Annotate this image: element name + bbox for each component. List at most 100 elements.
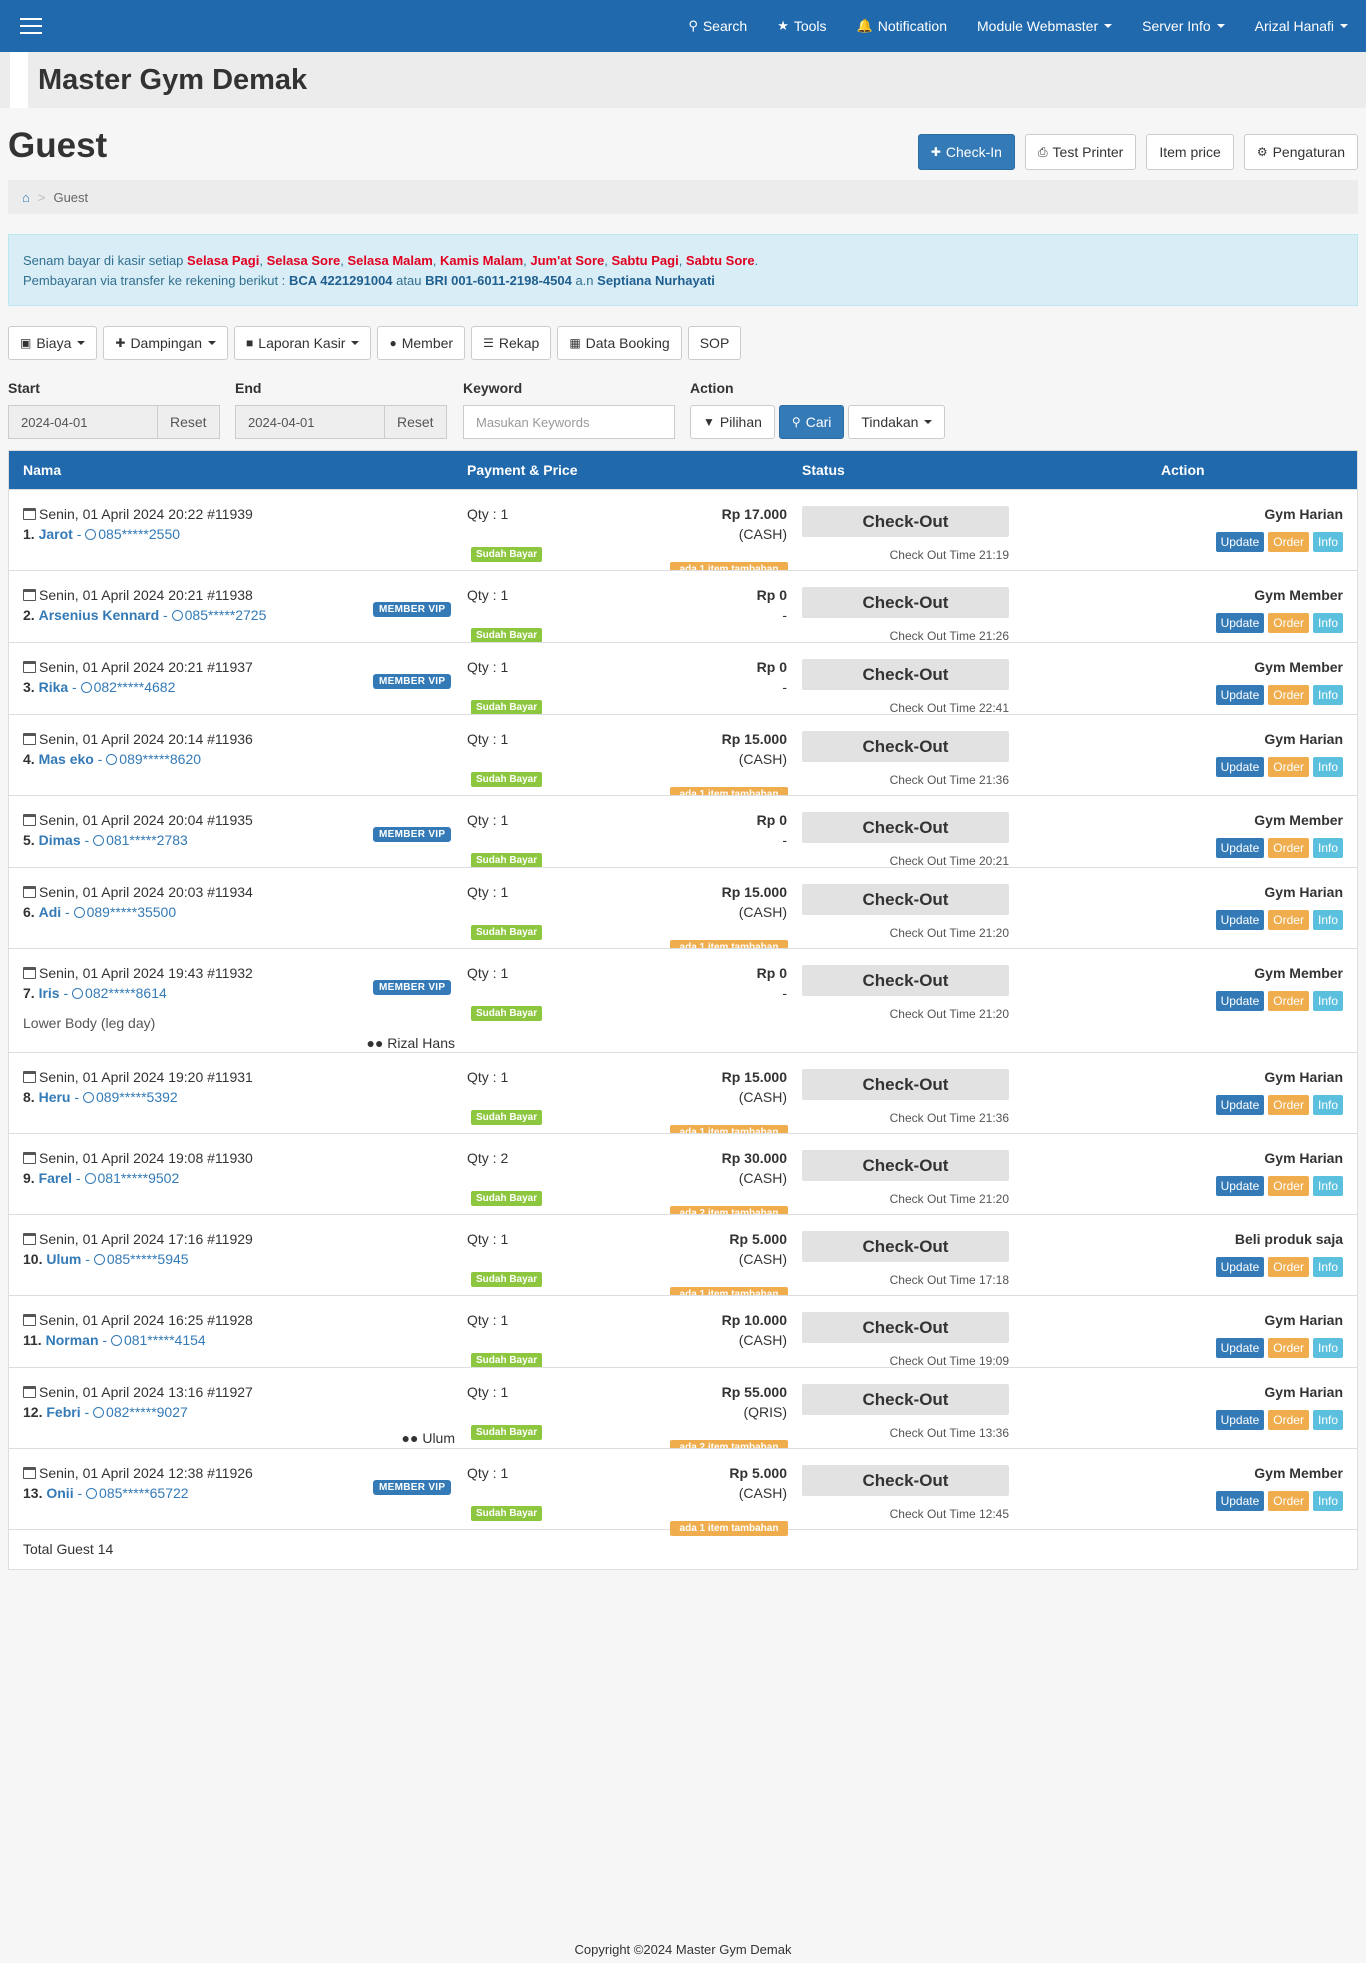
order-button[interactable]: Order	[1268, 1338, 1309, 1358]
item-price-button[interactable]: Item price	[1146, 134, 1234, 170]
order-button[interactable]: Order	[1268, 1410, 1309, 1430]
order-button[interactable]: Order	[1268, 532, 1309, 552]
nav-item-module-webmaster[interactable]: Module Webmaster	[977, 18, 1113, 34]
guest-phone-link[interactable]: 081*****4154	[123, 1332, 206, 1348]
checkout-status[interactable]: Check-Out	[802, 1465, 1009, 1496]
checkout-status[interactable]: Check-Out	[802, 1312, 1009, 1343]
keyword-input[interactable]: Masukan Keywords	[463, 405, 675, 439]
checkout-status[interactable]: Check-Out	[802, 812, 1009, 843]
toolbar-member-button[interactable]: ● Member	[377, 326, 466, 360]
cari-button[interactable]: ⚲ Cari	[778, 405, 845, 439]
end-date-input[interactable]: 2024-04-01	[235, 405, 385, 439]
checkout-status[interactable]: Check-Out	[802, 587, 1009, 618]
checkout-status[interactable]: Check-Out	[802, 965, 1009, 996]
info-button[interactable]: Info	[1312, 1176, 1343, 1196]
checkout-status[interactable]: Check-Out	[802, 659, 1009, 690]
checkout-status[interactable]: Check-Out	[802, 884, 1009, 915]
toolbar-biaya-button[interactable]: ▣ Biaya	[8, 326, 98, 360]
guest-name-link[interactable]: Arsenius Kennard	[38, 607, 160, 623]
checkout-status[interactable]: Check-Out	[802, 731, 1009, 762]
guest-phone-link[interactable]: 085*****2725	[184, 607, 267, 623]
info-button[interactable]: Info	[1312, 685, 1343, 705]
guest-name-link[interactable]: Farel	[38, 1170, 73, 1186]
guest-name-link[interactable]: Onii	[46, 1485, 74, 1501]
start-date-input[interactable]: 2024-04-01	[8, 405, 158, 439]
guest-name-link[interactable]: Ulum	[46, 1251, 82, 1267]
guest-name-link[interactable]: Norman	[45, 1332, 99, 1348]
test-printer-button[interactable]: ⎙ Test Printer	[1024, 134, 1137, 170]
menu-toggle-icon[interactable]	[20, 18, 42, 34]
guest-phone-link[interactable]: 082*****8614	[85, 985, 167, 1001]
info-button[interactable]: Info	[1312, 1410, 1343, 1430]
toolbar-data-booking-button[interactable]: ▦ Data Booking	[557, 326, 682, 360]
checkout-status[interactable]: Check-Out	[802, 1384, 1009, 1415]
guest-name-link[interactable]: Adi	[38, 904, 62, 920]
info-button[interactable]: Info	[1312, 532, 1343, 552]
update-button[interactable]: Update	[1215, 757, 1265, 777]
info-button[interactable]: Info	[1312, 613, 1343, 633]
toolbar-dampingan-button[interactable]: ✚ Dampingan	[103, 326, 229, 360]
home-icon[interactable]: ⌂	[22, 189, 30, 205]
order-button[interactable]: Order	[1268, 685, 1309, 705]
guest-phone-link[interactable]: 081*****9502	[97, 1170, 180, 1186]
info-button[interactable]: Info	[1312, 757, 1343, 777]
nav-item-server-info[interactable]: Server Info	[1142, 18, 1225, 34]
guest-phone-link[interactable]: 085*****65722	[99, 1485, 189, 1501]
guest-name-link[interactable]: Dimas	[38, 832, 81, 848]
info-button[interactable]: Info	[1312, 1257, 1343, 1277]
guest-name-link[interactable]: Febri	[46, 1404, 81, 1420]
update-button[interactable]: Update	[1215, 685, 1265, 705]
nav-item-arizal-hanafi[interactable]: Arizal Hanafi	[1255, 18, 1348, 34]
update-button[interactable]: Update	[1215, 532, 1265, 552]
toolbar-laporan-kasir-button[interactable]: ■ Laporan Kasir	[234, 326, 372, 360]
toolbar-sop-button[interactable]: SOP	[687, 326, 742, 360]
order-button[interactable]: Order	[1268, 1095, 1309, 1115]
info-button[interactable]: Info	[1312, 838, 1343, 858]
update-button[interactable]: Update	[1215, 613, 1265, 633]
order-button[interactable]: Order	[1268, 757, 1309, 777]
order-button[interactable]: Order	[1268, 1257, 1309, 1277]
guest-phone-link[interactable]: 082*****4682	[93, 679, 176, 695]
checkin-button[interactable]: ✚ Check-In	[917, 134, 1015, 170]
info-button[interactable]: Info	[1312, 1491, 1343, 1511]
info-button[interactable]: Info	[1312, 991, 1343, 1011]
checkout-status[interactable]: Check-Out	[802, 1150, 1009, 1181]
nav-item-notification[interactable]: 🔔 Notification	[857, 18, 947, 34]
update-button[interactable]: Update	[1215, 838, 1265, 858]
guest-name-link[interactable]: Mas eko	[38, 751, 94, 767]
info-button[interactable]: Info	[1312, 1095, 1343, 1115]
guest-phone-link[interactable]: 081*****2783	[106, 832, 188, 848]
checkout-status[interactable]: Check-Out	[802, 1069, 1009, 1100]
order-button[interactable]: Order	[1268, 910, 1309, 930]
guest-phone-link[interactable]: 089*****8620	[119, 751, 202, 767]
nav-item-search[interactable]: ⚲ Search	[688, 18, 747, 34]
tindakan-dropdown[interactable]: Tindakan	[848, 405, 946, 439]
guest-name-link[interactable]: Rika	[38, 679, 69, 695]
order-button[interactable]: Order	[1268, 1176, 1309, 1196]
guest-phone-link[interactable]: 089*****5392	[95, 1089, 178, 1105]
update-button[interactable]: Update	[1215, 1338, 1265, 1358]
guest-phone-link[interactable]: 085*****2550	[98, 526, 181, 542]
start-reset-button[interactable]: Reset	[158, 405, 220, 439]
info-button[interactable]: Info	[1312, 1338, 1343, 1358]
pilihan-button[interactable]: ▼ Pilihan	[690, 405, 775, 439]
update-button[interactable]: Update	[1215, 1095, 1265, 1115]
guest-phone-link[interactable]: 089*****35500	[86, 904, 177, 920]
update-button[interactable]: Update	[1215, 1257, 1265, 1277]
update-button[interactable]: Update	[1215, 991, 1265, 1011]
guest-name-link[interactable]: Heru	[38, 1089, 71, 1105]
end-reset-button[interactable]: Reset	[385, 405, 447, 439]
order-button[interactable]: Order	[1268, 991, 1309, 1011]
nav-item-tools[interactable]: ★ Tools	[777, 18, 826, 34]
info-button[interactable]: Info	[1312, 910, 1343, 930]
update-button[interactable]: Update	[1215, 1176, 1265, 1196]
order-button[interactable]: Order	[1268, 838, 1309, 858]
order-button[interactable]: Order	[1268, 613, 1309, 633]
update-button[interactable]: Update	[1215, 1410, 1265, 1430]
order-button[interactable]: Order	[1268, 1491, 1309, 1511]
guest-phone-link[interactable]: 085*****5945	[106, 1251, 189, 1267]
pengaturan-button[interactable]: ⚙ Pengaturan	[1243, 134, 1358, 170]
checkout-status[interactable]: Check-Out	[802, 1231, 1009, 1262]
toolbar-rekap-button[interactable]: ☰ Rekap	[471, 326, 552, 360]
checkout-status[interactable]: Check-Out	[802, 506, 1009, 537]
